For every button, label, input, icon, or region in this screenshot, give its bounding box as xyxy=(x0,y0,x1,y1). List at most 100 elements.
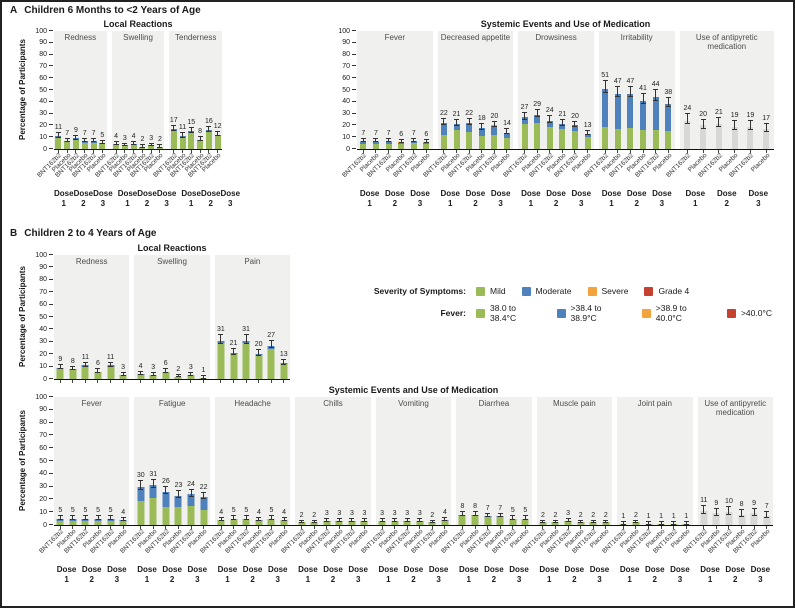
bar-value-label: 7 xyxy=(485,504,490,512)
y-tick-label: 90 xyxy=(39,406,47,414)
y-tick-mark xyxy=(49,472,53,474)
error-bar-cap xyxy=(108,518,114,520)
y-tick-label: 30 xyxy=(342,110,350,118)
x-tick-mark xyxy=(685,526,687,529)
bar xyxy=(440,123,447,149)
x-tick-mark xyxy=(140,380,142,383)
y-tick-mark xyxy=(49,278,53,280)
dose-label: Dose 3 xyxy=(407,189,432,208)
subpanel-tenderness: Tenderness 17 11 15 8 16 12 xyxy=(169,31,223,153)
error-bar-cap xyxy=(148,142,154,144)
bar-segment-mild xyxy=(107,520,115,525)
error-bar xyxy=(406,519,408,523)
bar-slot: 6 xyxy=(395,31,408,153)
bar-segment-mild xyxy=(179,137,186,149)
subpanel-use-of-antipyretic-medication: Use of antipyretic medication 24 20 21 19 19 1… xyxy=(679,31,775,153)
error-bar-cap xyxy=(139,146,145,148)
bar xyxy=(162,491,170,525)
error-bar-cap xyxy=(442,516,448,518)
y-tick-mark xyxy=(49,511,53,513)
dose-label-word: Dose xyxy=(589,565,610,574)
dose-label-number: 1 xyxy=(707,574,713,584)
bar-segment-mild xyxy=(197,140,204,149)
dose-label-word: Dose xyxy=(619,565,640,574)
x-tick-mark xyxy=(202,380,204,383)
error-bar-cap xyxy=(522,118,528,120)
bar-segment-mild xyxy=(310,522,318,525)
bar-segment-mild xyxy=(539,522,547,525)
error-bar-cap xyxy=(206,130,212,132)
error-bar-cap xyxy=(658,521,664,523)
dose-label: Dose 1 xyxy=(537,565,562,584)
error-bar-cap xyxy=(120,372,126,374)
legend-item-label: Grade 4 xyxy=(658,286,690,296)
dose-label-word: Dose xyxy=(242,565,263,574)
bar-segment-mild xyxy=(130,144,137,149)
error-bar xyxy=(72,366,74,371)
dose-label-number: 3 xyxy=(498,198,503,208)
bar-slot: 5 xyxy=(92,397,105,529)
x-label-cell: BNT162b2 Placebo BNT162b2 Placebo BNT162b2 Pl… xyxy=(665,150,775,188)
error-bar xyxy=(703,506,705,514)
subpanel-title: Swelling xyxy=(123,33,153,42)
bar-slot: 3 xyxy=(376,397,389,529)
x-tick-mark xyxy=(57,150,59,153)
error-bar-cap xyxy=(138,371,144,373)
x-tick-mark xyxy=(400,150,402,153)
dose-label-number: 2 xyxy=(81,198,86,208)
error-bar xyxy=(245,516,247,520)
bar-segment-gray xyxy=(715,124,722,149)
x-tick-mark xyxy=(283,380,285,383)
dose-group-cell: Dose 1 Dose 2 Dose 3 xyxy=(438,189,514,208)
bar-segment-mild xyxy=(64,141,71,149)
bar-value-label: 3 xyxy=(362,510,367,518)
error-bar-cap xyxy=(197,136,203,138)
y-tick-label: 40 xyxy=(342,98,350,106)
x-tick-mark xyxy=(72,380,74,383)
bar-segment-mild xyxy=(546,126,553,149)
subpanel-joint-pain: Joint pain 1 2 1 1 1 1 xyxy=(617,397,693,529)
bar-value-label: 8 xyxy=(460,503,465,511)
error-bar-cap xyxy=(404,518,410,520)
y-tick-label: 40 xyxy=(39,470,47,478)
x-tick-mark xyxy=(283,526,285,529)
bar-value-label: 18 xyxy=(477,115,486,123)
dose-label: Dose 3 xyxy=(185,565,210,584)
bar-segment-moderate xyxy=(571,125,578,132)
x-label-cell: BNT162b2 Placebo BNT162b2 Placebo BNT162b2 Pl… xyxy=(503,150,594,188)
bar-value-label: 31 xyxy=(217,326,225,334)
bar-value-label: 3 xyxy=(405,510,410,518)
error-bar-cap xyxy=(726,513,732,515)
bar-value-label: 13 xyxy=(279,350,288,358)
error-bar-cap xyxy=(751,507,757,509)
bar-value-label: 21 xyxy=(558,111,567,119)
bar-segment-mild xyxy=(521,519,529,525)
y-tick-mark xyxy=(49,53,53,55)
bar-segment-mild xyxy=(614,128,621,149)
bar-slot: 22 xyxy=(463,31,476,153)
bar-segment-mild xyxy=(81,520,89,525)
error-bar xyxy=(270,516,272,520)
bar-segment-mild xyxy=(559,128,566,149)
bar xyxy=(214,134,221,149)
bar-value-label: 6 xyxy=(163,360,168,368)
dose-label: Dose 1 xyxy=(680,189,712,208)
error-bar xyxy=(605,520,607,524)
bar-value-label: 47 xyxy=(613,77,622,85)
error-bar-cap xyxy=(256,520,262,522)
bar xyxy=(640,100,646,149)
error-bar-cap xyxy=(392,521,398,523)
bar xyxy=(731,126,738,149)
subpanel-diarrhea: Diarrhea 8 8 7 7 5 5 xyxy=(456,397,532,529)
bar-segment-mild xyxy=(503,138,510,149)
bar-value-label: 5 xyxy=(510,507,515,515)
bar xyxy=(589,522,597,525)
error-bar xyxy=(177,491,179,499)
bar-segment-mild xyxy=(458,516,466,525)
x-tick-mark xyxy=(110,526,112,529)
x-tick-mark xyxy=(75,150,77,153)
error-bar-cap xyxy=(82,137,88,139)
error-bar-cap xyxy=(175,373,181,375)
bar xyxy=(466,123,473,149)
dose-label-number: 2 xyxy=(250,574,255,584)
